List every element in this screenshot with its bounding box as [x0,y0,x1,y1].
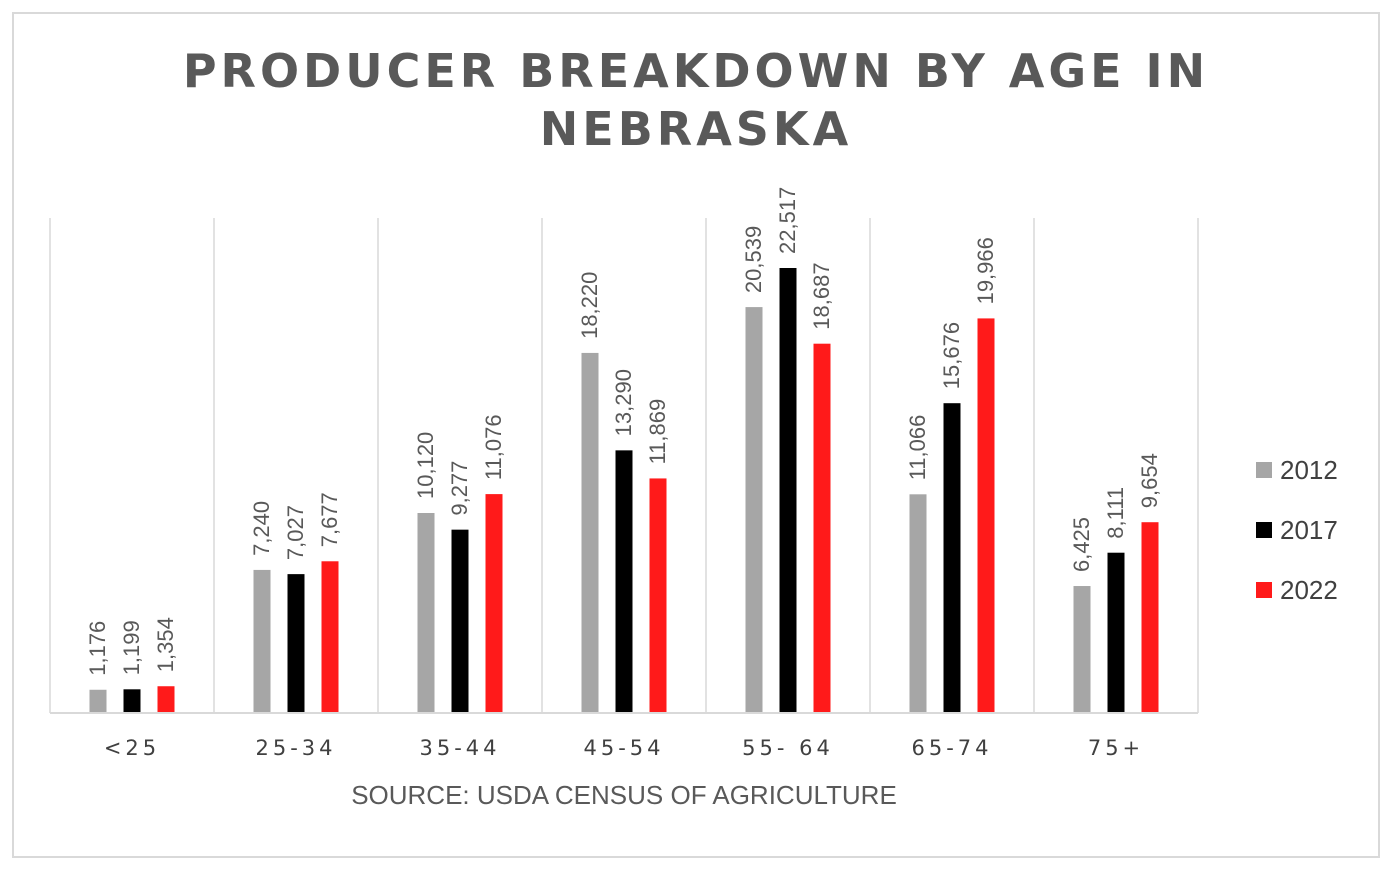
legend-item-2012: 2012 [1256,440,1338,500]
data-label-2017-3: 13,290 [611,369,636,436]
legend-swatch [1256,462,1272,478]
x-tick-label: 55- 64 [742,736,834,760]
bar-2022-4 [813,343,831,713]
bar-2022-3 [649,478,667,713]
bar-2022-0 [157,686,175,713]
x-tick-label: 65-74 [911,736,992,760]
bar-2017-3 [615,450,633,713]
data-label-2017-1: 7,027 [283,505,308,560]
x-tick-label: 25-34 [255,736,336,760]
x-tick-label: <25 [104,736,160,760]
chart-title: PRODUCER BREAKDOWN BY AGE IN NEBRASKA [0,42,1392,158]
legend-item-2017: 2017 [1256,500,1338,560]
data-label-2022-4: 18,687 [809,262,834,329]
legend-swatch [1256,522,1272,538]
chart-title-line-1: PRODUCER BREAKDOWN BY AGE IN [182,44,1210,98]
data-label-2022-3: 11,869 [645,399,670,465]
legend-label: 2022 [1280,574,1338,605]
bar-2017-5 [943,403,961,713]
data-label-2012-0: 1,176 [85,621,110,676]
bar-2017-0 [123,689,141,713]
x-tick-label: 45-54 [583,736,664,760]
data-label-2022-2: 11,076 [481,414,506,480]
bar-2012-3 [581,352,599,713]
data-label-2022-6: 9,654 [1137,453,1162,508]
bar-2017-2 [451,529,469,713]
data-label-2012-4: 20,539 [741,226,766,293]
data-label-2017-5: 15,676 [939,322,964,389]
legend-swatch [1256,582,1272,598]
data-label-2022-0: 1,354 [153,617,178,672]
legend-label: 2017 [1280,514,1338,545]
data-label-2012-5: 11,066 [905,415,930,481]
data-label-2017-2: 9,277 [447,461,472,516]
x-tick-label: 35-44 [419,736,500,760]
chart-source: SOURCE: USDA CENSUS OF AGRICULTURE [351,780,897,810]
bar-2012-0 [89,689,107,713]
bar-2017-1 [287,574,305,713]
bar-2012-1 [253,569,271,713]
data-label-2012-3: 18,220 [577,272,602,339]
data-label-2012-1: 7,240 [249,501,274,556]
bars [89,268,1159,713]
chart-title-line-2: NEBRASKA [539,102,853,156]
data-label-2017-0: 1,199 [119,620,144,675]
x-tick-label: 75+ [1088,736,1144,760]
bar-2022-2 [485,494,503,713]
bar-2022-1 [321,561,339,713]
bar-2017-4 [779,268,797,713]
legend-label: 2012 [1280,454,1338,485]
legend: 2012 2017 2022 [1256,440,1338,620]
data-label-2022-5: 19,966 [973,237,998,304]
legend-item-2022: 2022 [1256,560,1338,620]
data-label-2017-4: 22,517 [775,187,800,254]
bar-2022-5 [977,318,995,713]
x-axis-tick-labels: <25 25-34 35-44 45-54 55- 64 65-74 75+ [104,736,1144,760]
bar-2012-6 [1073,586,1091,713]
chart-frame [12,12,1380,858]
gridlines [49,218,1199,713]
bar-2017-6 [1107,552,1125,713]
data-label-2012-6: 6,425 [1069,517,1094,572]
data-label-2017-6: 8,111 [1103,487,1128,539]
bar-2012-4 [745,307,763,713]
value-labels: 1,176 1,199 1,354 7,240 7,027 7,677 10,120 9,27… [85,187,1162,676]
bar-2022-6 [1141,522,1159,713]
data-label-2022-1: 7,677 [317,492,342,547]
bar-2012-2 [417,513,435,713]
bar-2012-5 [909,494,927,713]
data-label-2012-2: 10,120 [413,432,438,499]
